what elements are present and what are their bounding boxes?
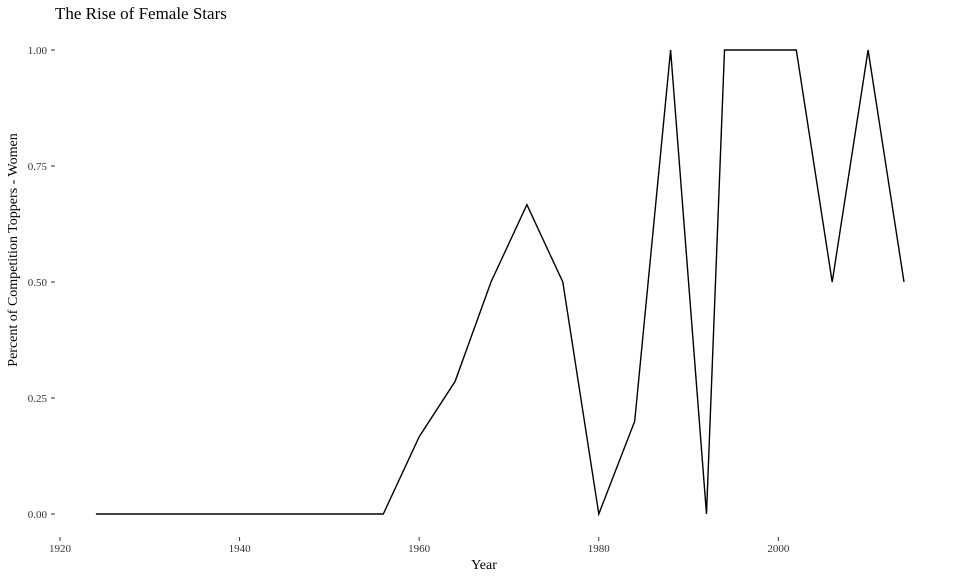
series-group bbox=[95, 49, 905, 517]
x-tick-label: 1940 bbox=[229, 543, 252, 555]
x-tick-label: 1980 bbox=[588, 543, 611, 555]
y-tick-label: 1.00 bbox=[28, 45, 48, 57]
series-line-0 bbox=[95, 49, 905, 517]
x-tick-label: 1920 bbox=[49, 543, 72, 555]
x-axis: 1920 1940 1960 1980 2000 bbox=[49, 537, 790, 555]
y-axis: 0.00 0.25 0.50 0.75 1.00 bbox=[28, 45, 55, 521]
x-tick-label: 2000 bbox=[767, 543, 790, 555]
y-tick-label: 0.75 bbox=[28, 161, 48, 173]
chart-title: The Rise of Female Stars bbox=[55, 4, 227, 23]
y-tick-label: 0.25 bbox=[28, 393, 48, 405]
y-axis-title: Percent of Competition Toppers - Women bbox=[6, 133, 21, 366]
x-tick-label: 1960 bbox=[408, 543, 431, 555]
y-tick-label: 0.00 bbox=[28, 509, 48, 521]
y-tick-label: 0.50 bbox=[28, 277, 48, 289]
x-axis-title: Year bbox=[471, 558, 497, 573]
